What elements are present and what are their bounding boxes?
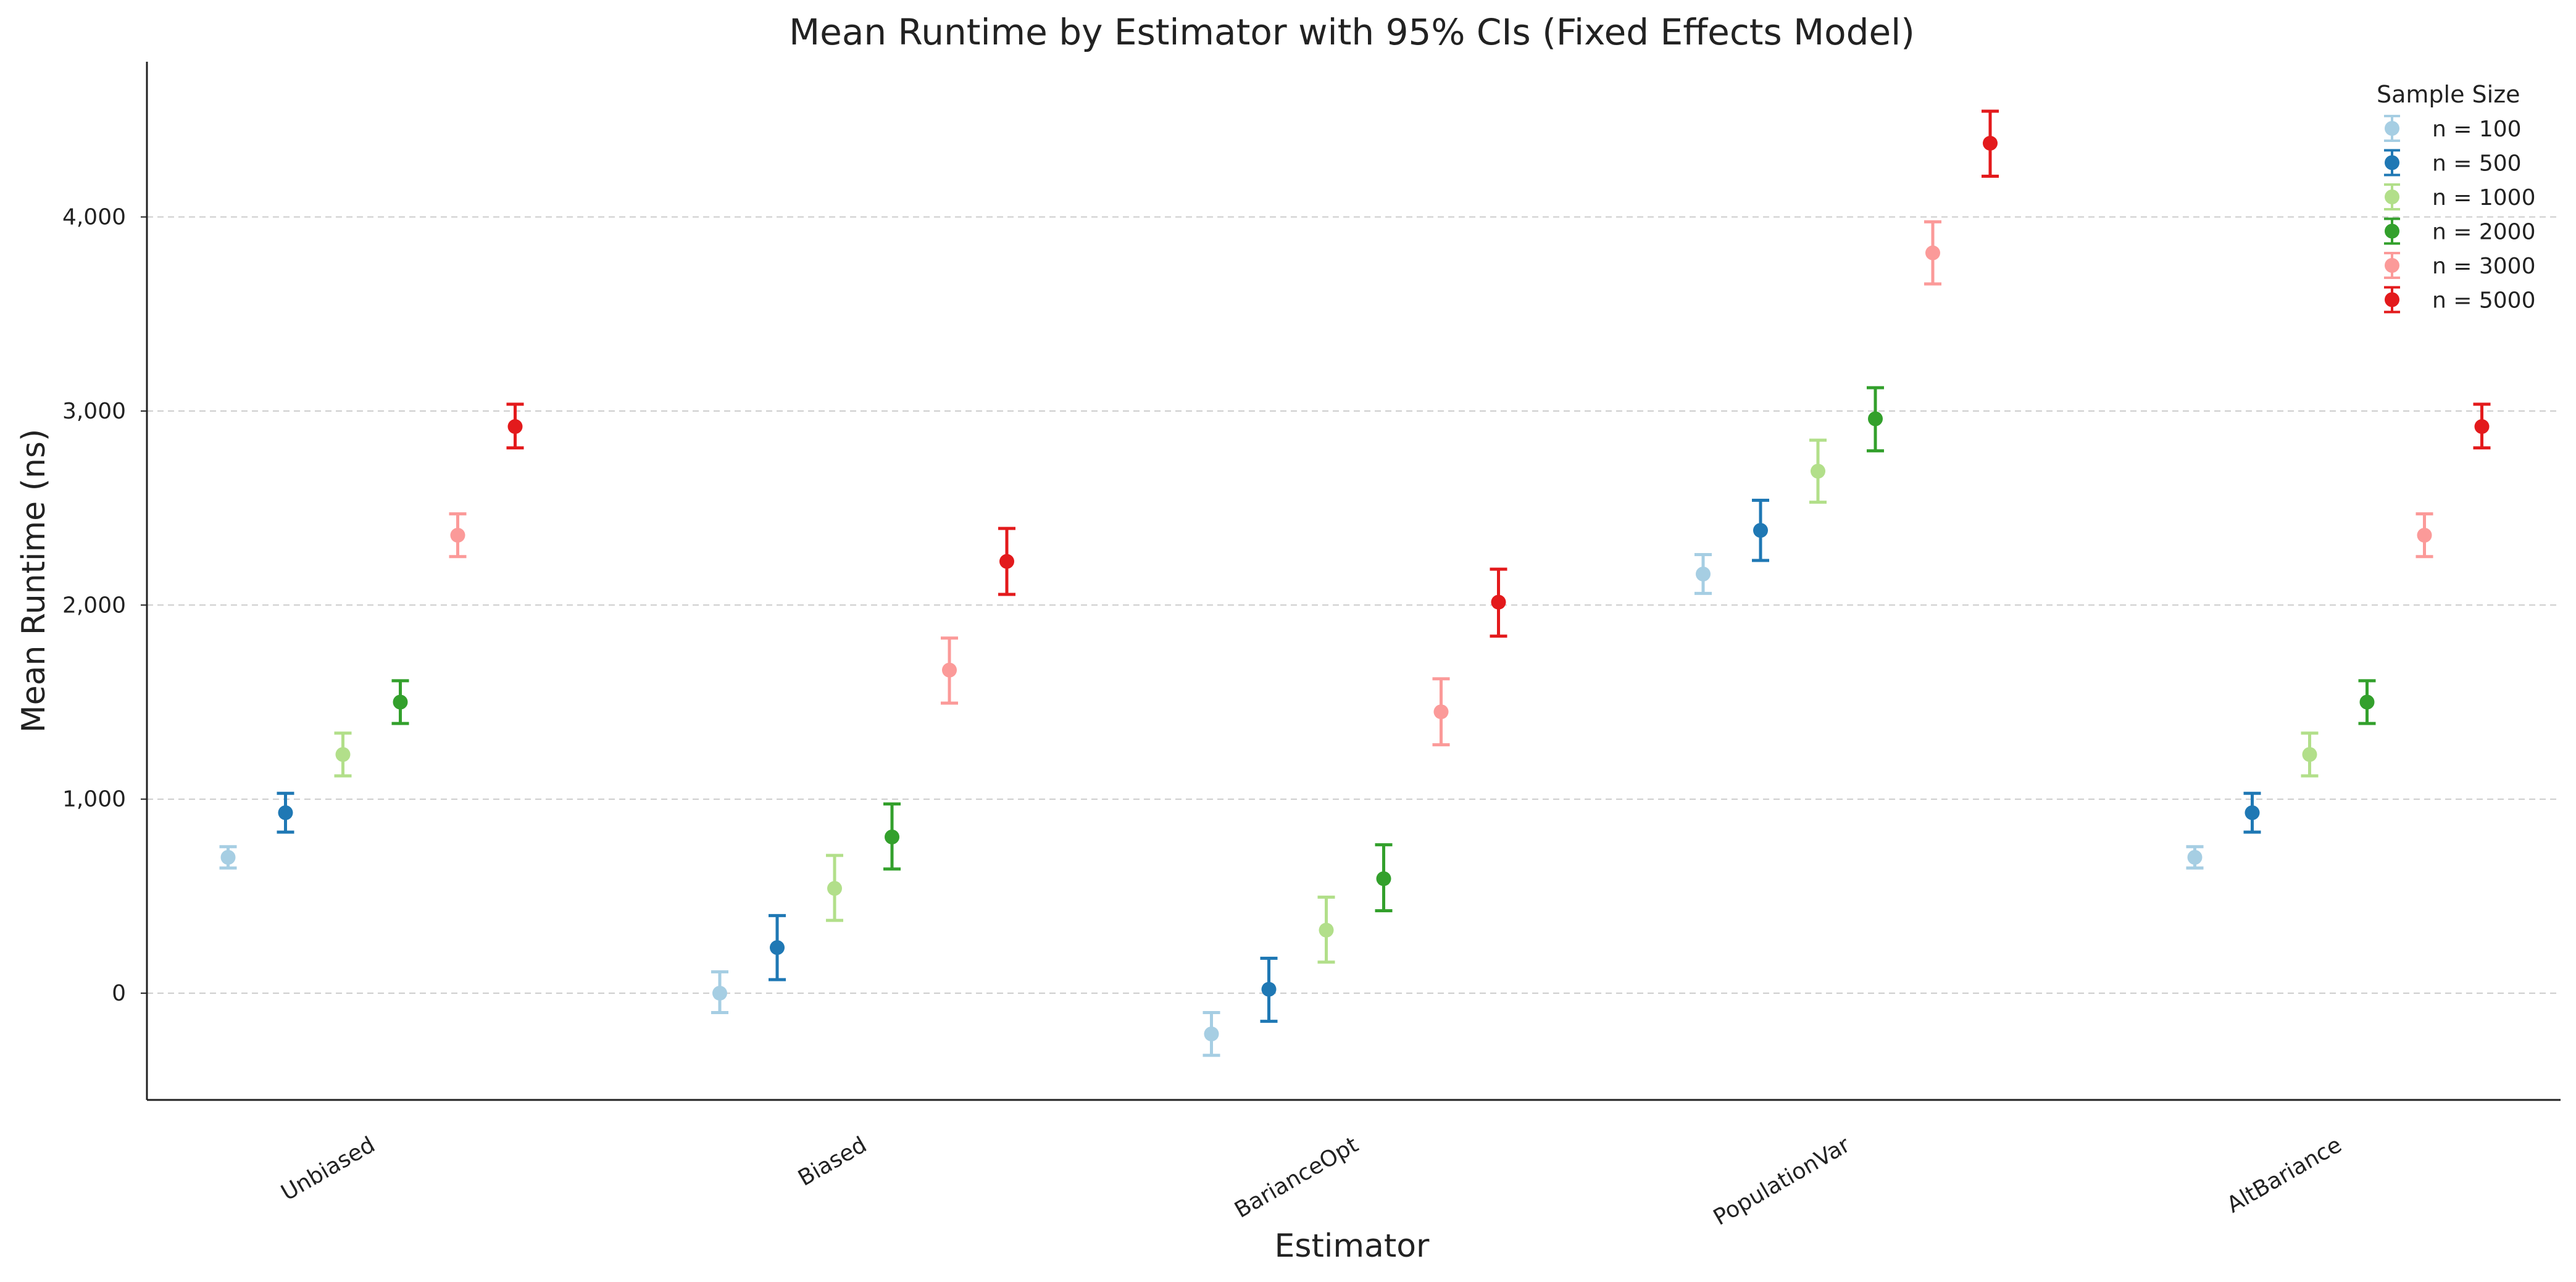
data-point bbox=[1261, 981, 1277, 997]
x-axis-label: Estimator bbox=[1275, 1228, 1430, 1265]
chart-title: Mean Runtime by Estimator with 95% CIs (… bbox=[789, 11, 1915, 53]
data-point bbox=[220, 850, 236, 865]
data-point bbox=[335, 747, 351, 762]
y-tick-labels: 0 1,000 2,000 3,000 4,000 bbox=[62, 205, 126, 1007]
legend-marker bbox=[2385, 258, 2399, 273]
data-point bbox=[1811, 464, 1825, 479]
data-point bbox=[1868, 411, 1883, 427]
legend-item: n = 5000 bbox=[2384, 286, 2535, 314]
x-tick-label: Unbiased bbox=[277, 1132, 380, 1205]
data-point bbox=[278, 805, 293, 820]
data-marks bbox=[219, 109, 2491, 1057]
legend-item: n = 500 bbox=[2384, 149, 2522, 177]
data-point bbox=[2474, 419, 2490, 435]
legend-item: n = 3000 bbox=[2384, 252, 2535, 279]
legend-item: n = 2000 bbox=[2384, 217, 2535, 245]
data-point bbox=[1491, 594, 1506, 610]
data-point bbox=[1925, 245, 1940, 260]
series-group bbox=[449, 220, 2433, 747]
legend-marker bbox=[2385, 189, 2399, 204]
legend-label: n = 500 bbox=[2432, 151, 2522, 177]
y-tick-label: 4,000 bbox=[62, 205, 126, 230]
series-group bbox=[334, 438, 2319, 964]
data-point bbox=[2187, 850, 2203, 865]
legend-label: n = 5000 bbox=[2432, 288, 2535, 314]
x-tick-label: BarianceOpt bbox=[1230, 1132, 1362, 1223]
y-tick-label: 2,000 bbox=[62, 593, 126, 618]
data-point bbox=[999, 554, 1014, 569]
legend-title: Sample Size bbox=[2377, 81, 2520, 108]
data-point bbox=[507, 419, 523, 435]
data-point bbox=[712, 986, 727, 1001]
data-point bbox=[393, 694, 408, 710]
data-point bbox=[1204, 1026, 1219, 1042]
legend-item: n = 100 bbox=[2384, 115, 2522, 142]
legend: Sample Size n = 100 n = 500 n = 1000 n = 20… bbox=[2377, 81, 2535, 314]
data-point bbox=[885, 829, 899, 844]
data-point bbox=[770, 940, 785, 955]
data-point bbox=[827, 881, 842, 896]
data-point bbox=[1433, 704, 1449, 720]
data-point bbox=[450, 528, 465, 543]
series-group bbox=[506, 109, 2491, 638]
x-tick-label: AltBariance bbox=[2223, 1132, 2346, 1218]
data-point bbox=[1376, 871, 1391, 886]
y-tick-label: 1,000 bbox=[62, 787, 126, 812]
y-tick-label: 3,000 bbox=[62, 399, 126, 424]
series-group bbox=[219, 553, 2204, 1057]
legend-items: n = 100 n = 500 n = 1000 n = 2000 n = 3000 n … bbox=[2384, 115, 2535, 314]
legend-label: n = 2000 bbox=[2432, 220, 2535, 245]
data-point bbox=[1319, 922, 1334, 938]
data-point bbox=[1753, 523, 1768, 538]
legend-marker bbox=[2385, 292, 2399, 307]
legend-label: n = 3000 bbox=[2432, 254, 2535, 279]
legend-item: n = 1000 bbox=[2384, 183, 2535, 210]
x-tick-labels: Unbiased Biased BarianceOpt PopulationVar Al… bbox=[277, 1132, 2346, 1231]
series-group bbox=[277, 499, 2261, 1023]
legend-marker bbox=[2385, 155, 2399, 170]
data-point bbox=[942, 662, 957, 678]
x-tick-label: Biased bbox=[794, 1132, 871, 1191]
data-point bbox=[1696, 566, 1711, 581]
data-point bbox=[2359, 694, 2375, 710]
data-point bbox=[1983, 136, 1998, 151]
legend-label: n = 100 bbox=[2432, 117, 2522, 142]
series-group bbox=[391, 386, 2376, 912]
axis-layer bbox=[146, 62, 2561, 1101]
y-tick-label: 0 bbox=[112, 981, 126, 1006]
data-point bbox=[2417, 528, 2432, 543]
legend-marker bbox=[2385, 223, 2399, 239]
legend-marker bbox=[2385, 121, 2399, 136]
y-axis-label: Mean Runtime (ns) bbox=[15, 429, 52, 733]
data-point bbox=[2302, 747, 2317, 762]
legend-label: n = 1000 bbox=[2432, 185, 2535, 210]
grid-layer bbox=[141, 216, 2561, 994]
data-point bbox=[2245, 805, 2260, 820]
x-tick-label: PopulationVar bbox=[1709, 1132, 1854, 1231]
